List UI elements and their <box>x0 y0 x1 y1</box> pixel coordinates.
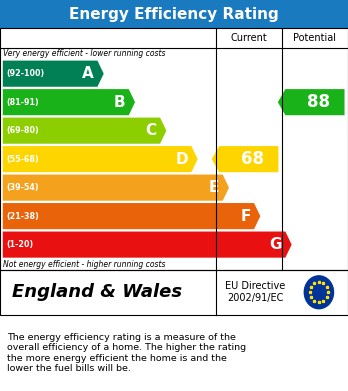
Text: Very energy efficient - lower running costs: Very energy efficient - lower running co… <box>3 49 166 59</box>
Bar <box>0 28 348 270</box>
Text: Potential: Potential <box>293 33 337 43</box>
Text: (92-100): (92-100) <box>6 69 45 78</box>
Circle shape <box>304 276 333 309</box>
Polygon shape <box>3 203 260 229</box>
Text: 88: 88 <box>307 93 330 111</box>
Text: A: A <box>82 66 94 81</box>
Polygon shape <box>3 61 104 87</box>
Text: Not energy efficient - higher running costs: Not energy efficient - higher running co… <box>3 260 166 269</box>
Text: (39-54): (39-54) <box>6 183 39 192</box>
Text: B: B <box>114 95 125 109</box>
Polygon shape <box>3 174 229 201</box>
Text: (21-38): (21-38) <box>6 212 39 221</box>
Text: (1-20): (1-20) <box>6 240 33 249</box>
Polygon shape <box>3 231 292 258</box>
Text: D: D <box>175 152 188 167</box>
Text: C: C <box>145 123 157 138</box>
Bar <box>0 0 348 28</box>
Text: G: G <box>269 237 282 252</box>
Bar <box>0 270 348 315</box>
Text: E: E <box>209 180 219 195</box>
Text: (81-91): (81-91) <box>6 98 39 107</box>
Polygon shape <box>3 146 198 172</box>
Text: (69-80): (69-80) <box>6 126 39 135</box>
Text: England & Wales: England & Wales <box>12 283 182 301</box>
Text: The energy efficiency rating is a measure of the
overall efficiency of a home. T: The energy efficiency rating is a measur… <box>7 333 246 373</box>
Text: 68: 68 <box>241 150 264 168</box>
Text: F: F <box>240 209 251 224</box>
Text: Current: Current <box>230 33 267 43</box>
Polygon shape <box>3 89 135 115</box>
Polygon shape <box>3 118 166 144</box>
Text: Energy Efficiency Rating: Energy Efficiency Rating <box>69 7 279 22</box>
Text: EU Directive
2002/91/EC: EU Directive 2002/91/EC <box>225 282 286 303</box>
Polygon shape <box>278 89 345 115</box>
Text: (55-68): (55-68) <box>6 154 39 164</box>
Polygon shape <box>212 146 278 172</box>
